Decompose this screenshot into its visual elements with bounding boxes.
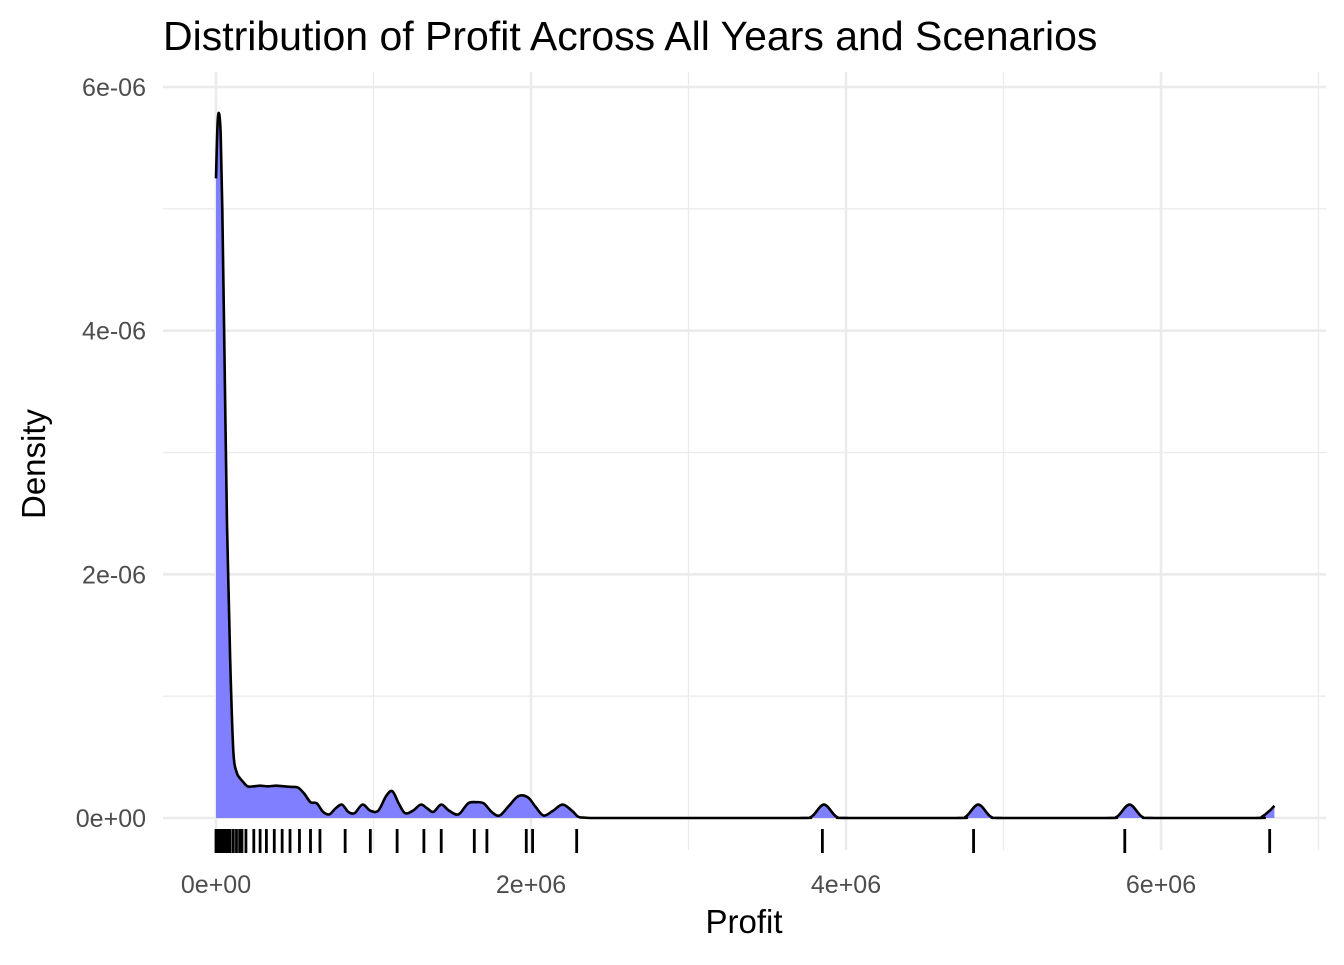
x-axis-ticks: 0e+00 2e+06 4e+06 6e+06: [181, 871, 1196, 899]
major-gridlines: [163, 72, 1326, 850]
x-axis-title: Profit: [705, 903, 782, 940]
y-tick-label: 6e-06: [82, 74, 146, 102]
x-tick-label: 2e+06: [496, 871, 566, 899]
rug-marks: [214, 829, 1272, 853]
y-tick-label: 2e-06: [82, 561, 146, 589]
minor-gridlines: [163, 72, 1326, 850]
x-tick-label: 4e+06: [811, 871, 881, 899]
density-area-group: [214, 111, 1276, 820]
density-line: [214, 111, 1276, 820]
y-axis-title: Density: [15, 408, 52, 519]
x-tick-label: 0e+00: [181, 871, 251, 899]
y-axis-ticks: 0e+00 2e-06 4e-06 6e-06: [76, 74, 146, 833]
y-tick-label: 0e+00: [76, 805, 146, 833]
density-area: [216, 112, 1275, 819]
chart-title: Distribution of Profit Across All Years …: [163, 13, 1097, 59]
x-tick-label: 6e+06: [1126, 871, 1196, 899]
y-tick-label: 4e-06: [82, 318, 146, 346]
